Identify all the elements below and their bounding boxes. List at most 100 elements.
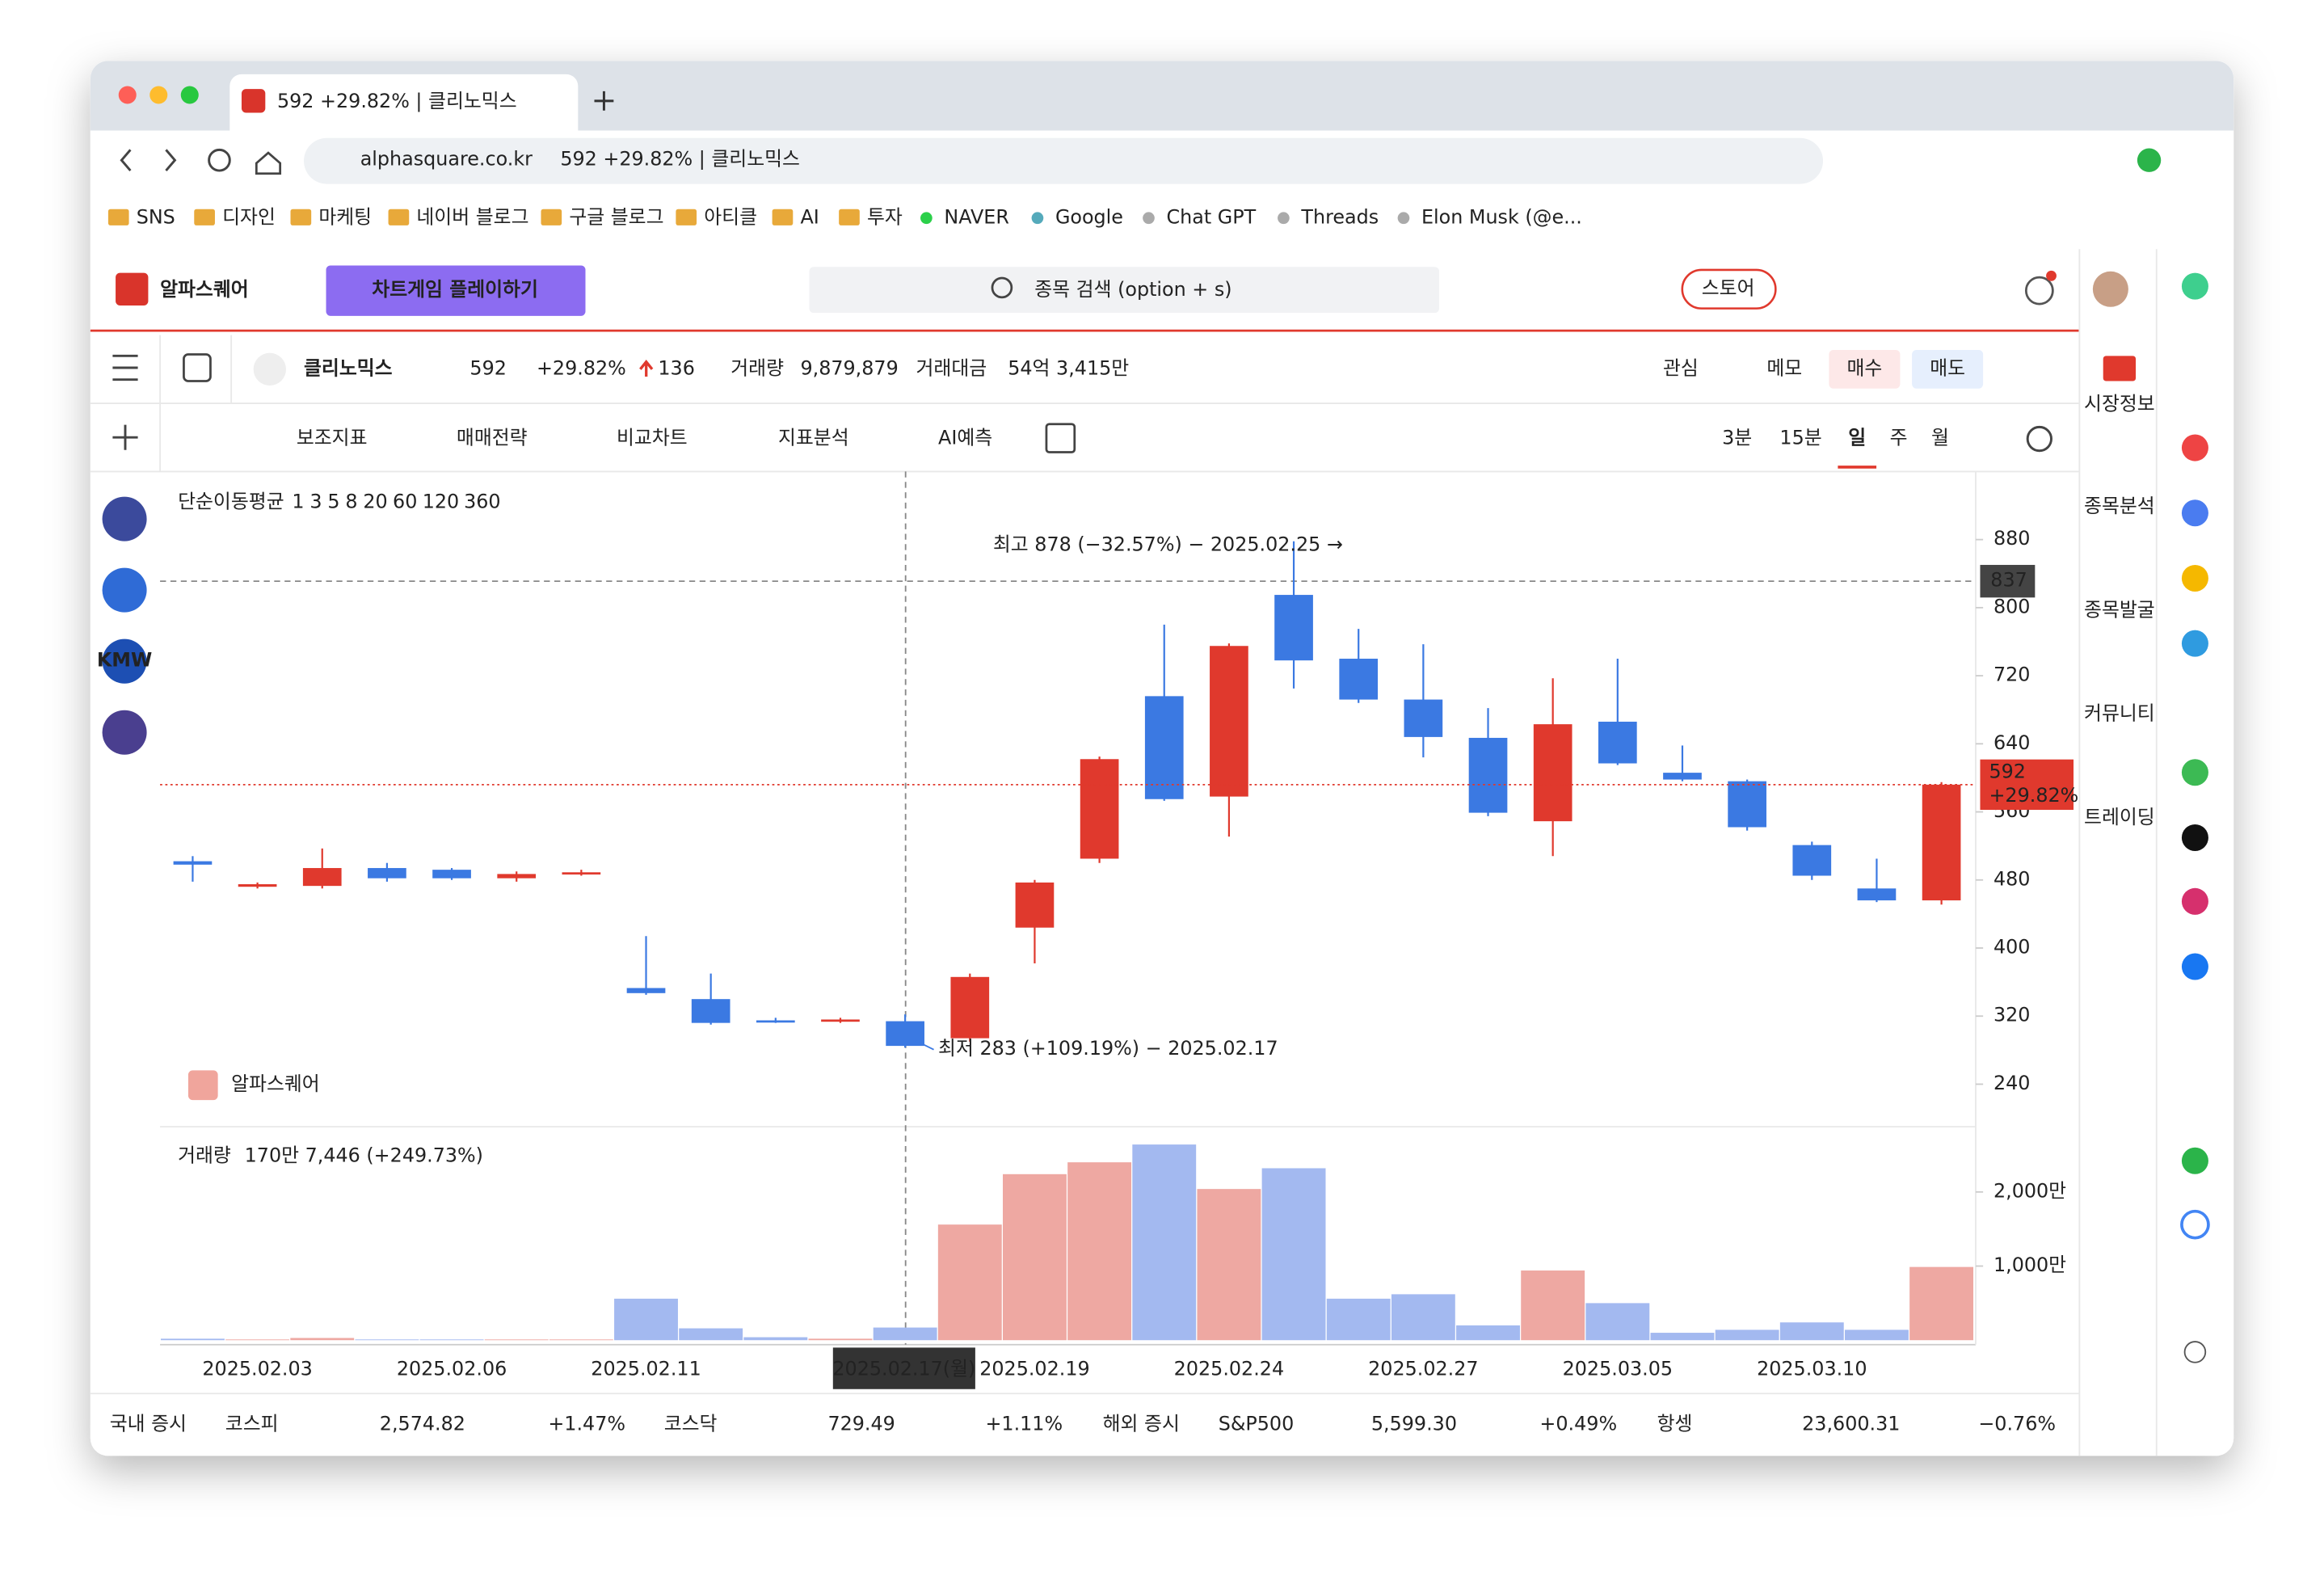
volume-bar <box>419 1339 484 1341</box>
volume-label: 거래량 <box>178 1144 231 1166</box>
store-btn[interactable] <box>1681 268 1777 310</box>
bookmark[interactable]: AI <box>800 205 819 228</box>
ext[interactable] <box>2181 887 2208 915</box>
volume-bar <box>1326 1298 1391 1341</box>
logo-icon <box>116 272 149 306</box>
period[interactable]: 15분 <box>1779 427 1821 449</box>
ext[interactable] <box>2181 630 2208 657</box>
ext[interactable] <box>2181 499 2208 527</box>
sidebar-item[interactable]: 트레이딩 <box>2084 806 2155 828</box>
min-dot[interactable] <box>149 86 168 104</box>
volume-bar <box>614 1298 678 1341</box>
period[interactable]: 일 <box>1848 427 1866 449</box>
high-note: 최고 878 (−32.57%) − 2025.02.25 → <box>993 533 1343 556</box>
add-btn[interactable] <box>112 424 138 450</box>
button[interactable]: 매도 <box>1930 356 1965 379</box>
bookmark[interactable]: SNS <box>137 205 175 228</box>
stock-icon[interactable] <box>102 710 147 755</box>
volume-bar <box>549 1339 613 1341</box>
active-tab[interactable] <box>229 74 579 131</box>
tool[interactable]: 매매전략 <box>457 427 528 449</box>
ext[interactable] <box>2181 564 2208 592</box>
ext-add[interactable] <box>2183 1341 2207 1363</box>
stock-price: 592 <box>469 356 506 379</box>
ticker-item: 국내 증시 <box>110 1412 187 1435</box>
ext[interactable] <box>2180 1209 2210 1240</box>
stock-icon[interactable] <box>102 638 147 684</box>
tool[interactable]: 지표분석 <box>778 427 849 449</box>
bookmark[interactable]: Threads <box>1300 205 1379 228</box>
candle-body <box>1728 781 1766 828</box>
bookmark[interactable]: 아티클 <box>704 205 757 228</box>
candle-body <box>1144 696 1184 799</box>
sidebar-item[interactable]: 커뮤니티 <box>2084 702 2155 725</box>
sidebar-item[interactable]: 종목발굴 <box>2084 598 2155 621</box>
market-icon[interactable] <box>2103 356 2137 381</box>
close-dot[interactable] <box>118 86 137 104</box>
bookmark[interactable]: NAVER <box>944 205 1009 228</box>
max-dot[interactable] <box>180 86 199 104</box>
home[interactable] <box>255 151 282 175</box>
profile[interactable] <box>2137 148 2162 172</box>
x-tick-label: 2025.02.06 <box>397 1357 507 1380</box>
bookmark[interactable]: 마케팅 <box>318 205 372 228</box>
volume-bar <box>1909 1266 1974 1341</box>
stock-icon[interactable] <box>102 496 147 541</box>
bookmark[interactable]: 투자 <box>867 205 903 228</box>
low-note: 최저 283 (+109.19%) − 2025.02.17 <box>938 1037 1278 1060</box>
candle-body <box>1792 845 1832 876</box>
banner-text[interactable]: 차트게임 플레이하기 <box>372 278 538 301</box>
button[interactable]: 매수 <box>1846 356 1882 379</box>
settings[interactable] <box>2026 425 2052 453</box>
ext[interactable] <box>2181 272 2208 300</box>
crosshair-date: 2025.02.17(월) <box>832 1357 975 1380</box>
extensions <box>2180 272 2210 1363</box>
stock-name: 클리노믹스 <box>304 356 393 379</box>
bookmark[interactable]: 디자인 <box>222 205 276 228</box>
bell[interactable] <box>2024 276 2054 306</box>
ext[interactable] <box>2181 434 2208 461</box>
button[interactable]: 메모 <box>1766 356 1802 379</box>
stock-icon[interactable] <box>102 567 147 613</box>
sell-btn[interactable] <box>1912 349 1984 389</box>
box-tool[interactable] <box>1045 423 1076 453</box>
sidebar-item[interactable]: 종목분석 <box>2084 495 2155 517</box>
store-text[interactable]: 스토어 <box>1702 276 1755 299</box>
volume-bar <box>808 1338 873 1341</box>
period[interactable]: 주 <box>1890 427 1908 449</box>
tool[interactable]: 보조지표 <box>297 427 368 449</box>
bookmark[interactable]: Google <box>1055 205 1123 228</box>
reload[interactable] <box>208 148 231 172</box>
tool[interactable]: 비교차트 <box>617 427 688 449</box>
bookmark[interactable]: 구글 블로그 <box>569 205 663 228</box>
nav-buttons[interactable] <box>120 149 177 172</box>
search-box[interactable] <box>809 267 1439 314</box>
sidebar-item[interactable]: 시장정보 <box>2084 392 2155 415</box>
buy-btn[interactable] <box>1829 349 1901 389</box>
bookmark[interactable]: Chat GPT <box>1167 205 1257 228</box>
panel-btn[interactable] <box>183 353 212 382</box>
omnibox[interactable] <box>304 137 1824 184</box>
candle-body <box>1080 759 1119 859</box>
button[interactable]: 관심 <box>1663 356 1699 379</box>
period[interactable]: 3분 <box>1722 427 1752 449</box>
tool[interactable]: AI예측 <box>938 427 992 449</box>
bookmark-dot <box>1143 212 1155 225</box>
bookmark[interactable]: 네이버 블로그 <box>416 205 528 228</box>
new-tab[interactable] <box>594 91 614 111</box>
candle-body <box>626 988 666 993</box>
ext[interactable] <box>2181 953 2208 980</box>
period[interactable]: 월 <box>1931 427 1949 449</box>
menu[interactable] <box>112 354 138 381</box>
candle-body <box>950 976 990 1039</box>
crosshair-price-box <box>1980 564 2036 598</box>
volume-bar <box>1650 1333 1715 1341</box>
volume-bar <box>873 1327 937 1341</box>
last-price-box <box>1980 759 2074 811</box>
ext[interactable] <box>2181 759 2208 786</box>
banner[interactable] <box>326 265 586 316</box>
ext[interactable] <box>2181 824 2208 851</box>
avatar[interactable] <box>2092 271 2128 307</box>
ext[interactable] <box>2181 1147 2208 1174</box>
bookmark[interactable]: Elon Musk (@e... <box>1421 205 1582 228</box>
